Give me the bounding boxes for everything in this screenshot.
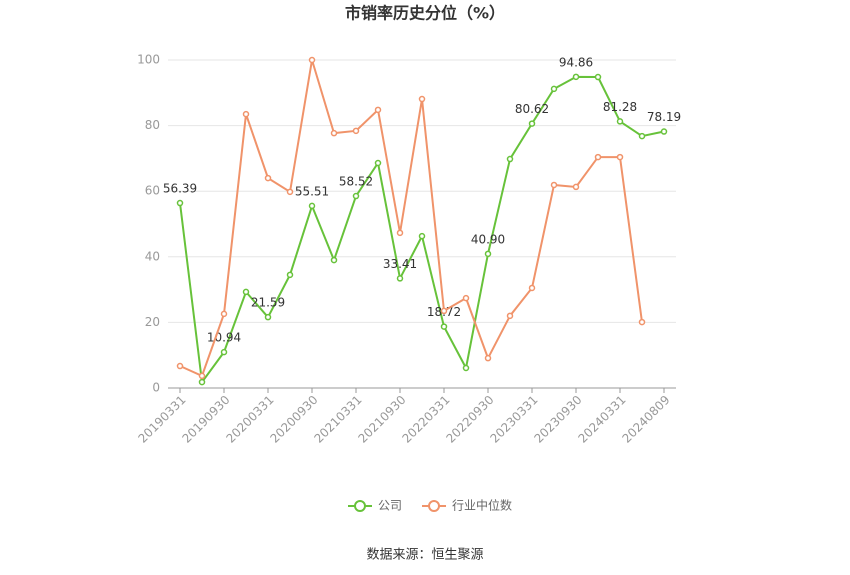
point xyxy=(616,118,624,125)
point xyxy=(550,181,558,189)
value-label: 55.51 xyxy=(295,184,329,198)
point xyxy=(352,192,360,200)
point xyxy=(594,73,602,81)
y-tick-label: 0 xyxy=(152,381,160,395)
point xyxy=(660,128,668,135)
point xyxy=(242,288,250,296)
legend-marker xyxy=(354,500,366,512)
y-tick-label: 20 xyxy=(145,315,160,329)
point xyxy=(528,284,536,292)
x-tick-label: 20240809 xyxy=(620,393,673,446)
point xyxy=(418,95,426,103)
point xyxy=(176,199,184,207)
point xyxy=(396,275,404,282)
value-label: 81.28 xyxy=(603,100,637,114)
point xyxy=(572,73,580,81)
point xyxy=(506,312,514,320)
source-note: 数据来源：恒生聚源 xyxy=(366,548,483,563)
point xyxy=(220,310,228,318)
point xyxy=(264,174,272,182)
point xyxy=(462,364,470,372)
point xyxy=(550,85,558,93)
point xyxy=(308,56,316,64)
point xyxy=(484,250,492,258)
value-label: 40.90 xyxy=(471,232,505,246)
value-label: 94.86 xyxy=(559,55,593,69)
point xyxy=(594,153,602,161)
point xyxy=(176,362,184,370)
point xyxy=(528,120,536,127)
point xyxy=(506,155,514,163)
point xyxy=(418,232,426,240)
point xyxy=(484,354,492,362)
value-label: 10.94 xyxy=(207,331,241,345)
point xyxy=(616,153,624,161)
point xyxy=(374,106,382,114)
value-label: 58.52 xyxy=(339,175,373,189)
point xyxy=(352,127,360,135)
point xyxy=(286,188,294,196)
point xyxy=(638,132,646,140)
series-line xyxy=(179,59,643,378)
point xyxy=(396,229,404,237)
value-label: 80.62 xyxy=(515,102,549,116)
point xyxy=(462,294,470,302)
series-line xyxy=(179,75,665,385)
point xyxy=(572,183,580,191)
point xyxy=(330,129,338,137)
point xyxy=(264,313,272,321)
value-label: 56.39 xyxy=(163,182,197,196)
point xyxy=(286,271,294,279)
point xyxy=(638,318,646,326)
y-tick-label: 100 xyxy=(137,53,160,67)
point xyxy=(198,378,206,386)
value-label: 78.19 xyxy=(647,110,681,124)
point xyxy=(242,110,250,118)
point xyxy=(308,202,316,210)
point xyxy=(440,307,448,315)
legend-label: 公司 xyxy=(378,499,402,513)
value-label: 21.59 xyxy=(251,296,285,310)
point xyxy=(198,372,206,380)
legend-marker xyxy=(428,500,441,512)
point xyxy=(220,348,228,356)
value-label: 33.41 xyxy=(383,257,417,271)
y-tick-label: 40 xyxy=(145,249,160,263)
point xyxy=(374,159,382,167)
legend-label: 行业中位数 xyxy=(452,498,512,513)
y-tick-label: 60 xyxy=(145,184,160,198)
point xyxy=(330,256,338,264)
y-tick-label: 80 xyxy=(145,118,160,132)
point xyxy=(440,323,448,330)
chart-title: 市销率历史分位（%） xyxy=(345,4,505,23)
